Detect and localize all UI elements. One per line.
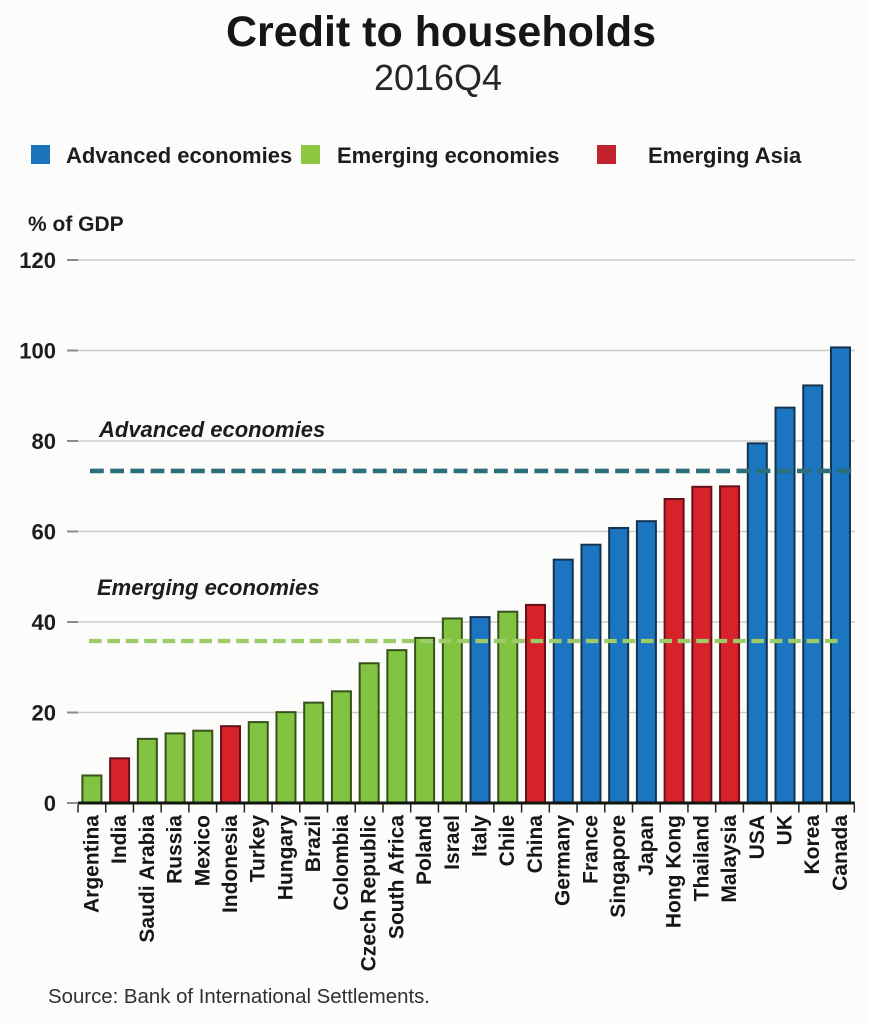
svg-text:Credit to households: Credit to households [226, 8, 656, 56]
svg-text:120: 120 [19, 248, 56, 273]
svg-text:Czech Republic: Czech Republic [358, 815, 381, 972]
svg-text:Poland: Poland [413, 815, 436, 885]
svg-text:Advanced economies: Advanced economies [66, 143, 292, 168]
svg-text:Japan: Japan [635, 815, 658, 876]
svg-text:40: 40 [32, 610, 56, 635]
svg-text:% of GDP: % of GDP [28, 213, 124, 236]
svg-text:Singapore: Singapore [607, 815, 630, 918]
svg-text:Emerging economies: Emerging economies [97, 575, 320, 600]
svg-text:India: India [108, 815, 131, 864]
svg-text:Russia: Russia [164, 815, 187, 884]
svg-text:Mexico: Mexico [191, 815, 214, 886]
svg-text:Korea: Korea [801, 815, 824, 875]
svg-text:Saudi Arabia: Saudi Arabia [136, 815, 159, 943]
svg-text:USA: USA [746, 815, 769, 859]
svg-text:Malaysia: Malaysia [718, 815, 741, 903]
svg-text:Emerging Asia: Emerging Asia [648, 143, 802, 168]
svg-text:Chile: Chile [496, 815, 519, 866]
svg-text:Emerging economies: Emerging economies [337, 143, 560, 168]
svg-text:Canada: Canada [829, 815, 852, 891]
svg-text:Germany: Germany [552, 815, 575, 906]
svg-text:2016Q4: 2016Q4 [374, 57, 502, 98]
svg-text:Brazil: Brazil [302, 815, 325, 872]
svg-text:20: 20 [32, 701, 56, 726]
svg-text:80: 80 [32, 429, 56, 454]
svg-text:South Africa: South Africa [385, 815, 408, 939]
svg-text:Thailand: Thailand [690, 815, 713, 901]
svg-text:100: 100 [19, 339, 56, 364]
svg-text:Israel: Israel [441, 815, 464, 870]
svg-text:China: China [524, 815, 547, 874]
svg-text:Colombia: Colombia [330, 815, 353, 911]
svg-text:Source: Bank of International: Source: Bank of International Settlement… [48, 986, 430, 1008]
svg-text:Italy: Italy [469, 815, 492, 857]
svg-text:Turkey: Turkey [247, 815, 270, 883]
svg-text:France: France [579, 815, 602, 884]
svg-text:UK: UK [773, 815, 796, 845]
svg-text:Hungary: Hungary [274, 815, 297, 901]
svg-text:Advanced economies: Advanced economies [98, 417, 325, 442]
svg-text:Argentina: Argentina [80, 815, 103, 913]
svg-text:Indonesia: Indonesia [219, 815, 242, 913]
svg-text:60: 60 [32, 520, 56, 545]
svg-text:Hong Kong: Hong Kong [663, 815, 686, 928]
svg-text:0: 0 [44, 791, 56, 816]
